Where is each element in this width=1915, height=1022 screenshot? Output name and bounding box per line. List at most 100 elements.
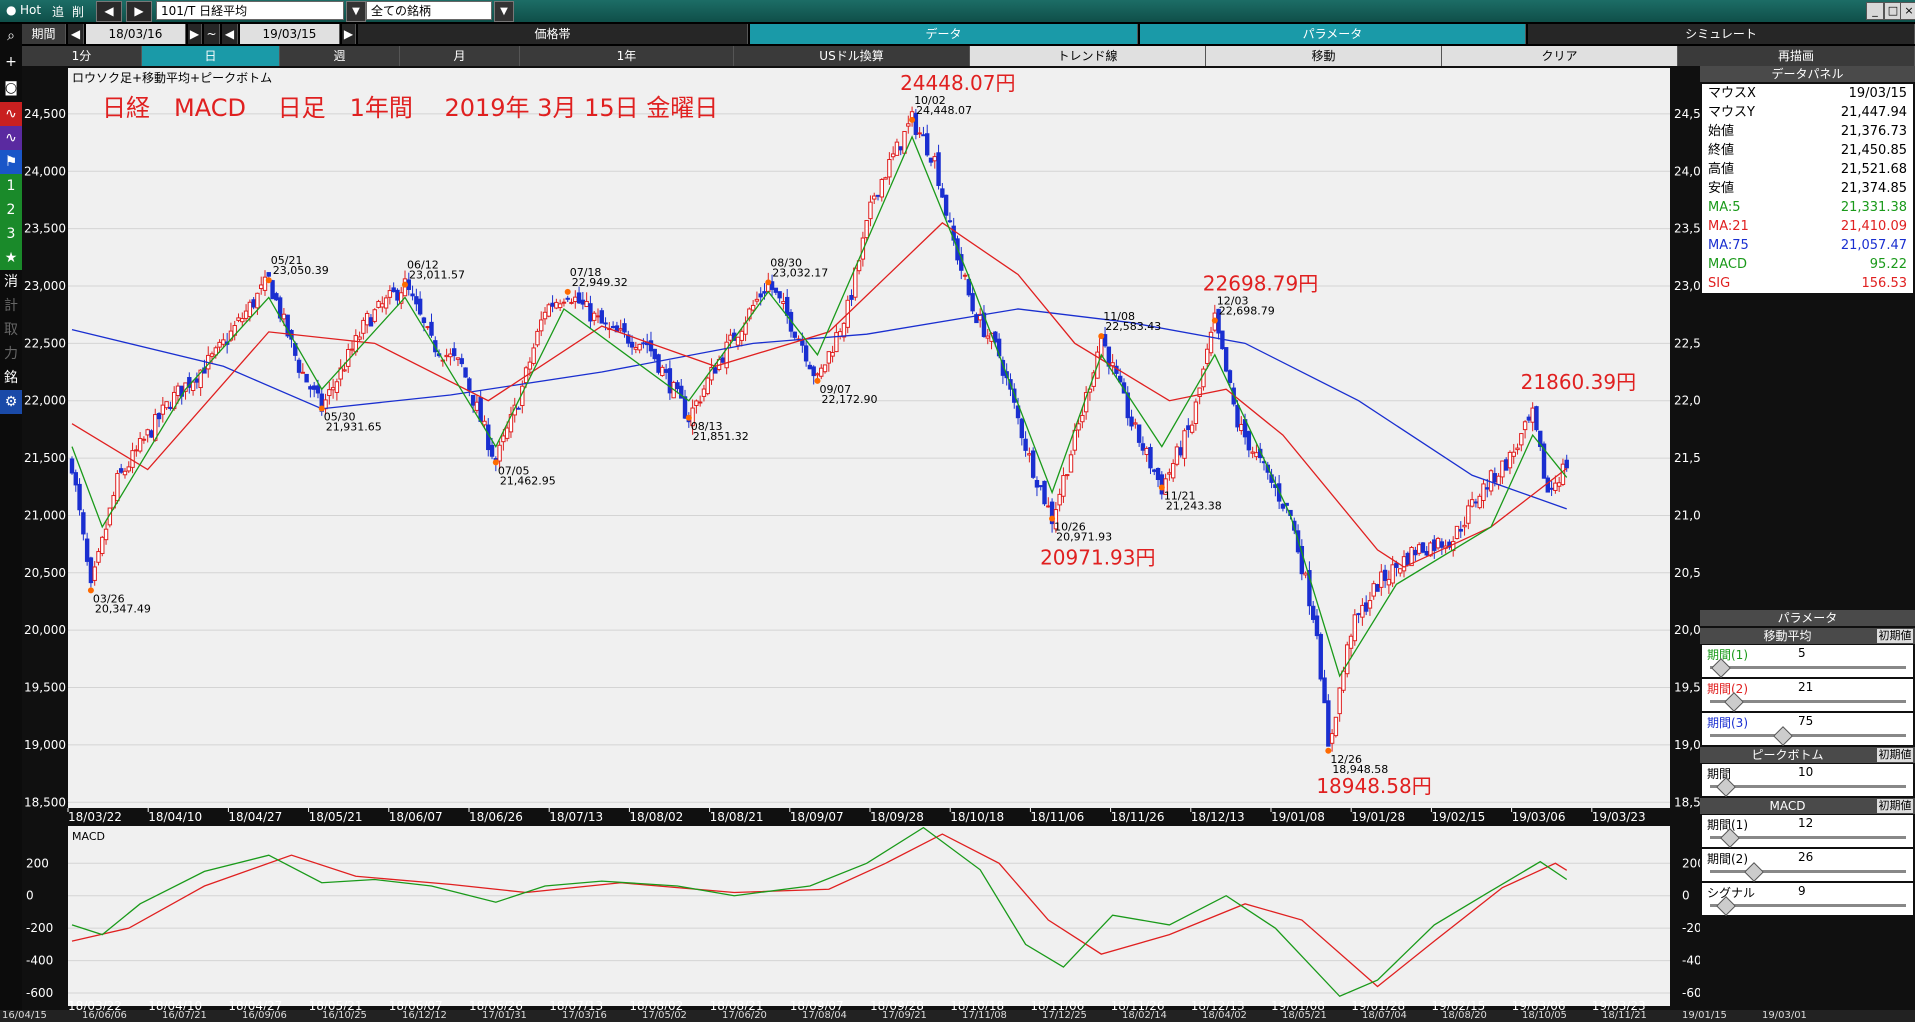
param-group-header: ピークボトム 初期値 <box>1700 747 1915 763</box>
candle-body <box>1394 562 1399 568</box>
stock-button[interactable]: 銘 <box>4 370 18 386</box>
param-group-header: 移動平均 初期値 <box>1700 628 1915 644</box>
candle-body <box>1503 459 1509 471</box>
param-value[interactable]: 10 <box>1798 765 1814 779</box>
close-icon[interactable]: × <box>1900 2 1915 20</box>
trade-button[interactable]: 取 <box>4 322 18 338</box>
param-slider[interactable] <box>1710 785 1906 788</box>
candle-body <box>739 330 744 341</box>
delete-button[interactable]: 削 <box>72 5 85 19</box>
hot-button[interactable]: Hot <box>20 3 42 17</box>
param-value[interactable]: 26 <box>1798 850 1814 864</box>
candle-body <box>1314 615 1320 637</box>
move-button[interactable]: 移動 <box>1206 46 1442 66</box>
param-label: 期間(1) <box>1707 648 1748 662</box>
prev-stock-button[interactable]: ◀ <box>96 1 122 22</box>
candle-body <box>565 297 570 300</box>
tools-row: 1分 日 週 月 1年 USドル換算 トレンド線 移動 クリア 再描画 <box>22 46 1915 66</box>
gear-icon[interactable]: ⚙ <box>0 390 22 414</box>
from-date[interactable]: 18/03/16 <box>86 24 186 44</box>
reset-button[interactable]: 初期値 <box>1877 629 1913 643</box>
filter-field[interactable]: 全ての銘柄 <box>366 1 492 20</box>
param-slider[interactable] <box>1710 666 1906 669</box>
candle-body <box>1015 405 1021 419</box>
history-strip[interactable]: 16/04/15 16/06/06 16/07/21 16/09/06 16/10/25… <box>0 1010 1915 1022</box>
tab-simulate[interactable]: シミュレート <box>1528 24 1915 44</box>
chart-purple-icon[interactable]: ∿ <box>0 126 22 150</box>
candle-body <box>1152 469 1157 472</box>
param-slider[interactable] <box>1710 904 1906 907</box>
candle-body <box>421 317 427 324</box>
param-value[interactable]: 9 <box>1798 884 1806 898</box>
top-toolbar: ● Hot 追 削 ◀ ▶ 101/T 日経平均 ▼ 全ての銘柄 ▼ _ □ × <box>0 0 1915 22</box>
macd-x-tick-label: 18/09/07 <box>790 999 844 1010</box>
candle-body <box>875 194 881 197</box>
minimize-icon[interactable]: _ <box>1866 2 1884 20</box>
hot-icon[interactable]: ● <box>6 3 17 17</box>
tab-price-range[interactable]: 価格帯 <box>358 24 748 44</box>
timeframe-1min[interactable]: 1分 <box>22 46 142 66</box>
flag-icon[interactable]: ⚑ <box>0 150 22 174</box>
next-stock-button[interactable]: ▶ <box>126 1 152 22</box>
param-value[interactable]: 12 <box>1798 816 1814 830</box>
y-tick-label: 21,000 <box>24 508 66 522</box>
tab-data[interactable]: データ <box>750 24 1138 44</box>
from-prev-icon[interactable]: ◀ <box>68 24 84 44</box>
crosshair-icon[interactable]: + <box>5 54 17 70</box>
to-date[interactable]: 19/03/15 <box>240 24 340 44</box>
chart-area[interactable]: 18,500 19,000 19,500 20,000 20,500 21,000 21,5… <box>22 66 1700 1010</box>
search-icon[interactable]: ⌕ <box>7 28 15 44</box>
param-value[interactable]: 75 <box>1798 714 1814 728</box>
tilde-label: ~ <box>204 24 220 44</box>
to-next-icon[interactable]: ▶ <box>342 24 356 44</box>
chart-red-icon[interactable]: ∿ <box>0 102 22 126</box>
redraw-button[interactable]: 再描画 <box>1678 46 1915 66</box>
slot-3-button[interactable]: 3 <box>0 222 22 246</box>
timeframe-month[interactable]: 月 <box>400 46 520 66</box>
candle-body <box>584 300 589 308</box>
timeframe-day[interactable]: 日 <box>142 46 280 66</box>
trendline-button[interactable]: トレンド線 <box>970 46 1206 66</box>
timeframe-1year[interactable]: 1年 <box>520 46 734 66</box>
x-tick-label: 19/01/08 <box>1271 810 1325 824</box>
reset-button[interactable]: 初期値 <box>1877 748 1913 762</box>
slot-2-button[interactable]: 2 <box>0 198 22 222</box>
to-prev-icon[interactable]: ◀ <box>222 24 238 44</box>
candle-body <box>781 301 786 304</box>
timeframe-week[interactable]: 週 <box>280 46 400 66</box>
candle-body <box>1424 550 1429 556</box>
add-button[interactable]: 追 <box>52 5 65 19</box>
candle-body <box>1538 430 1543 448</box>
stock-field[interactable]: 101/T 日経平均 <box>156 1 344 20</box>
filter-dropdown-icon[interactable]: ▼ <box>494 1 514 22</box>
usd-convert-button[interactable]: USドル換算 <box>734 46 970 66</box>
clear-button[interactable]: クリア <box>1442 46 1678 66</box>
param-slider[interactable] <box>1710 700 1906 703</box>
input-button[interactable]: 力 <box>4 346 18 362</box>
data-row: MACD 95.22 <box>1702 255 1913 274</box>
calc-button[interactable]: 計 <box>4 298 18 314</box>
star-icon[interactable]: ★ <box>0 246 22 270</box>
tab-parameter[interactable]: パラメータ <box>1140 24 1526 44</box>
candle-body <box>175 385 181 397</box>
camera-icon[interactable]: ◙ <box>4 80 18 96</box>
slot-1-button[interactable]: 1 <box>0 174 22 198</box>
from-next-icon[interactable]: ▶ <box>188 24 202 44</box>
param-value[interactable]: 5 <box>1798 646 1806 660</box>
slider-thumb[interactable] <box>1773 726 1794 746</box>
candle-body <box>928 157 934 163</box>
param-slider[interactable] <box>1710 870 1906 873</box>
param-slider[interactable] <box>1710 836 1906 839</box>
param-value[interactable]: 21 <box>1798 680 1814 694</box>
reset-button[interactable]: 初期値 <box>1877 799 1913 813</box>
candle-body <box>1488 470 1494 492</box>
erase-button[interactable]: 消 <box>4 274 18 290</box>
y-tick-label: 21,500 <box>24 451 66 465</box>
candle-body <box>1477 495 1482 509</box>
stock-dropdown-icon[interactable]: ▼ <box>346 1 366 22</box>
peak-value-label: 21,462.95 <box>500 474 556 487</box>
param-slider[interactable] <box>1710 734 1906 737</box>
candle-body <box>720 357 726 363</box>
candle-body <box>259 284 264 290</box>
